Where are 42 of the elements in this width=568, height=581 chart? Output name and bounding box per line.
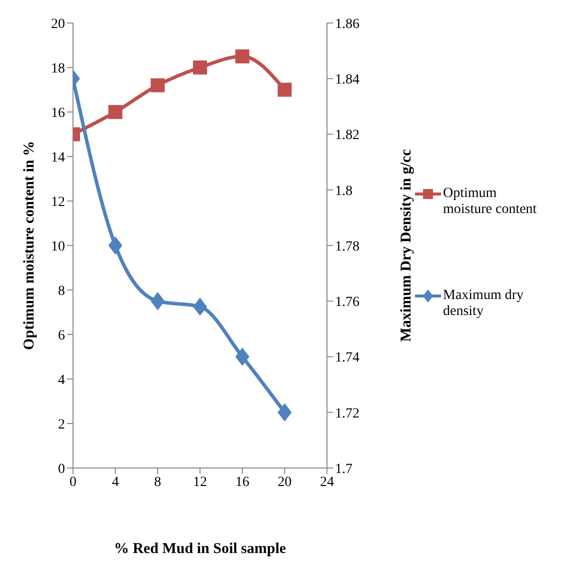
x-tick-label: 24 — [320, 474, 334, 490]
point — [150, 292, 165, 310]
y2-tick-label: 1.72 — [335, 406, 360, 422]
x-tick-label: 12 — [193, 474, 207, 490]
legend-label: Maximum dry density — [443, 288, 524, 320]
point — [150, 78, 165, 92]
point — [193, 298, 207, 316]
y-tick-label: 2 — [58, 417, 65, 432]
x-tick-label: 8 — [154, 474, 162, 490]
x-tick-label: 0 — [70, 474, 76, 490]
y2-tick-label: 1.78 — [335, 239, 360, 254]
y-tick-label: 0 — [58, 462, 65, 477]
x-tick-label: 20 — [278, 474, 292, 490]
x-tick-label: 4 — [112, 474, 119, 490]
point — [278, 82, 292, 97]
y-tick-label: 16 — [51, 106, 65, 121]
y2-tick-label: 1.76 — [335, 295, 360, 310]
y-tick-label: 4 — [58, 372, 65, 388]
point — [193, 60, 207, 74]
point — [235, 49, 250, 64]
y2-tick-label: 1.74 — [335, 350, 360, 366]
point — [235, 348, 250, 366]
y2-tick-label: 1.84 — [335, 72, 360, 88]
legend-label: Optimum moisture content — [443, 186, 538, 218]
y-tick-label: 8 — [58, 284, 65, 299]
x-axis-title: % Red Mud in Soil sample — [114, 541, 286, 557]
y2-tick-label: 1.8 — [335, 184, 352, 199]
y-tick-label: 18 — [51, 61, 65, 76]
y-tick-label: 10 — [51, 239, 65, 254]
y-tick-label: 12 — [51, 194, 65, 210]
y2-tick-label: 1.82 — [335, 128, 360, 144]
point — [278, 403, 292, 422]
x-tick-label: 16 — [235, 474, 250, 490]
y2-tick-label: 1.7 — [335, 462, 352, 477]
y2-tick-label: 1.86 — [335, 16, 360, 32]
y-tick-label: 14 — [51, 150, 65, 166]
y2-axis-title: Maximum Dry Density in g/cc — [398, 148, 414, 342]
point — [108, 105, 122, 119]
point — [108, 236, 122, 255]
y-axis-title: Optimum moisture content in % — [21, 141, 38, 350]
y-tick-label: 6 — [58, 328, 65, 344]
y-tick-label: 20 — [51, 16, 65, 32]
